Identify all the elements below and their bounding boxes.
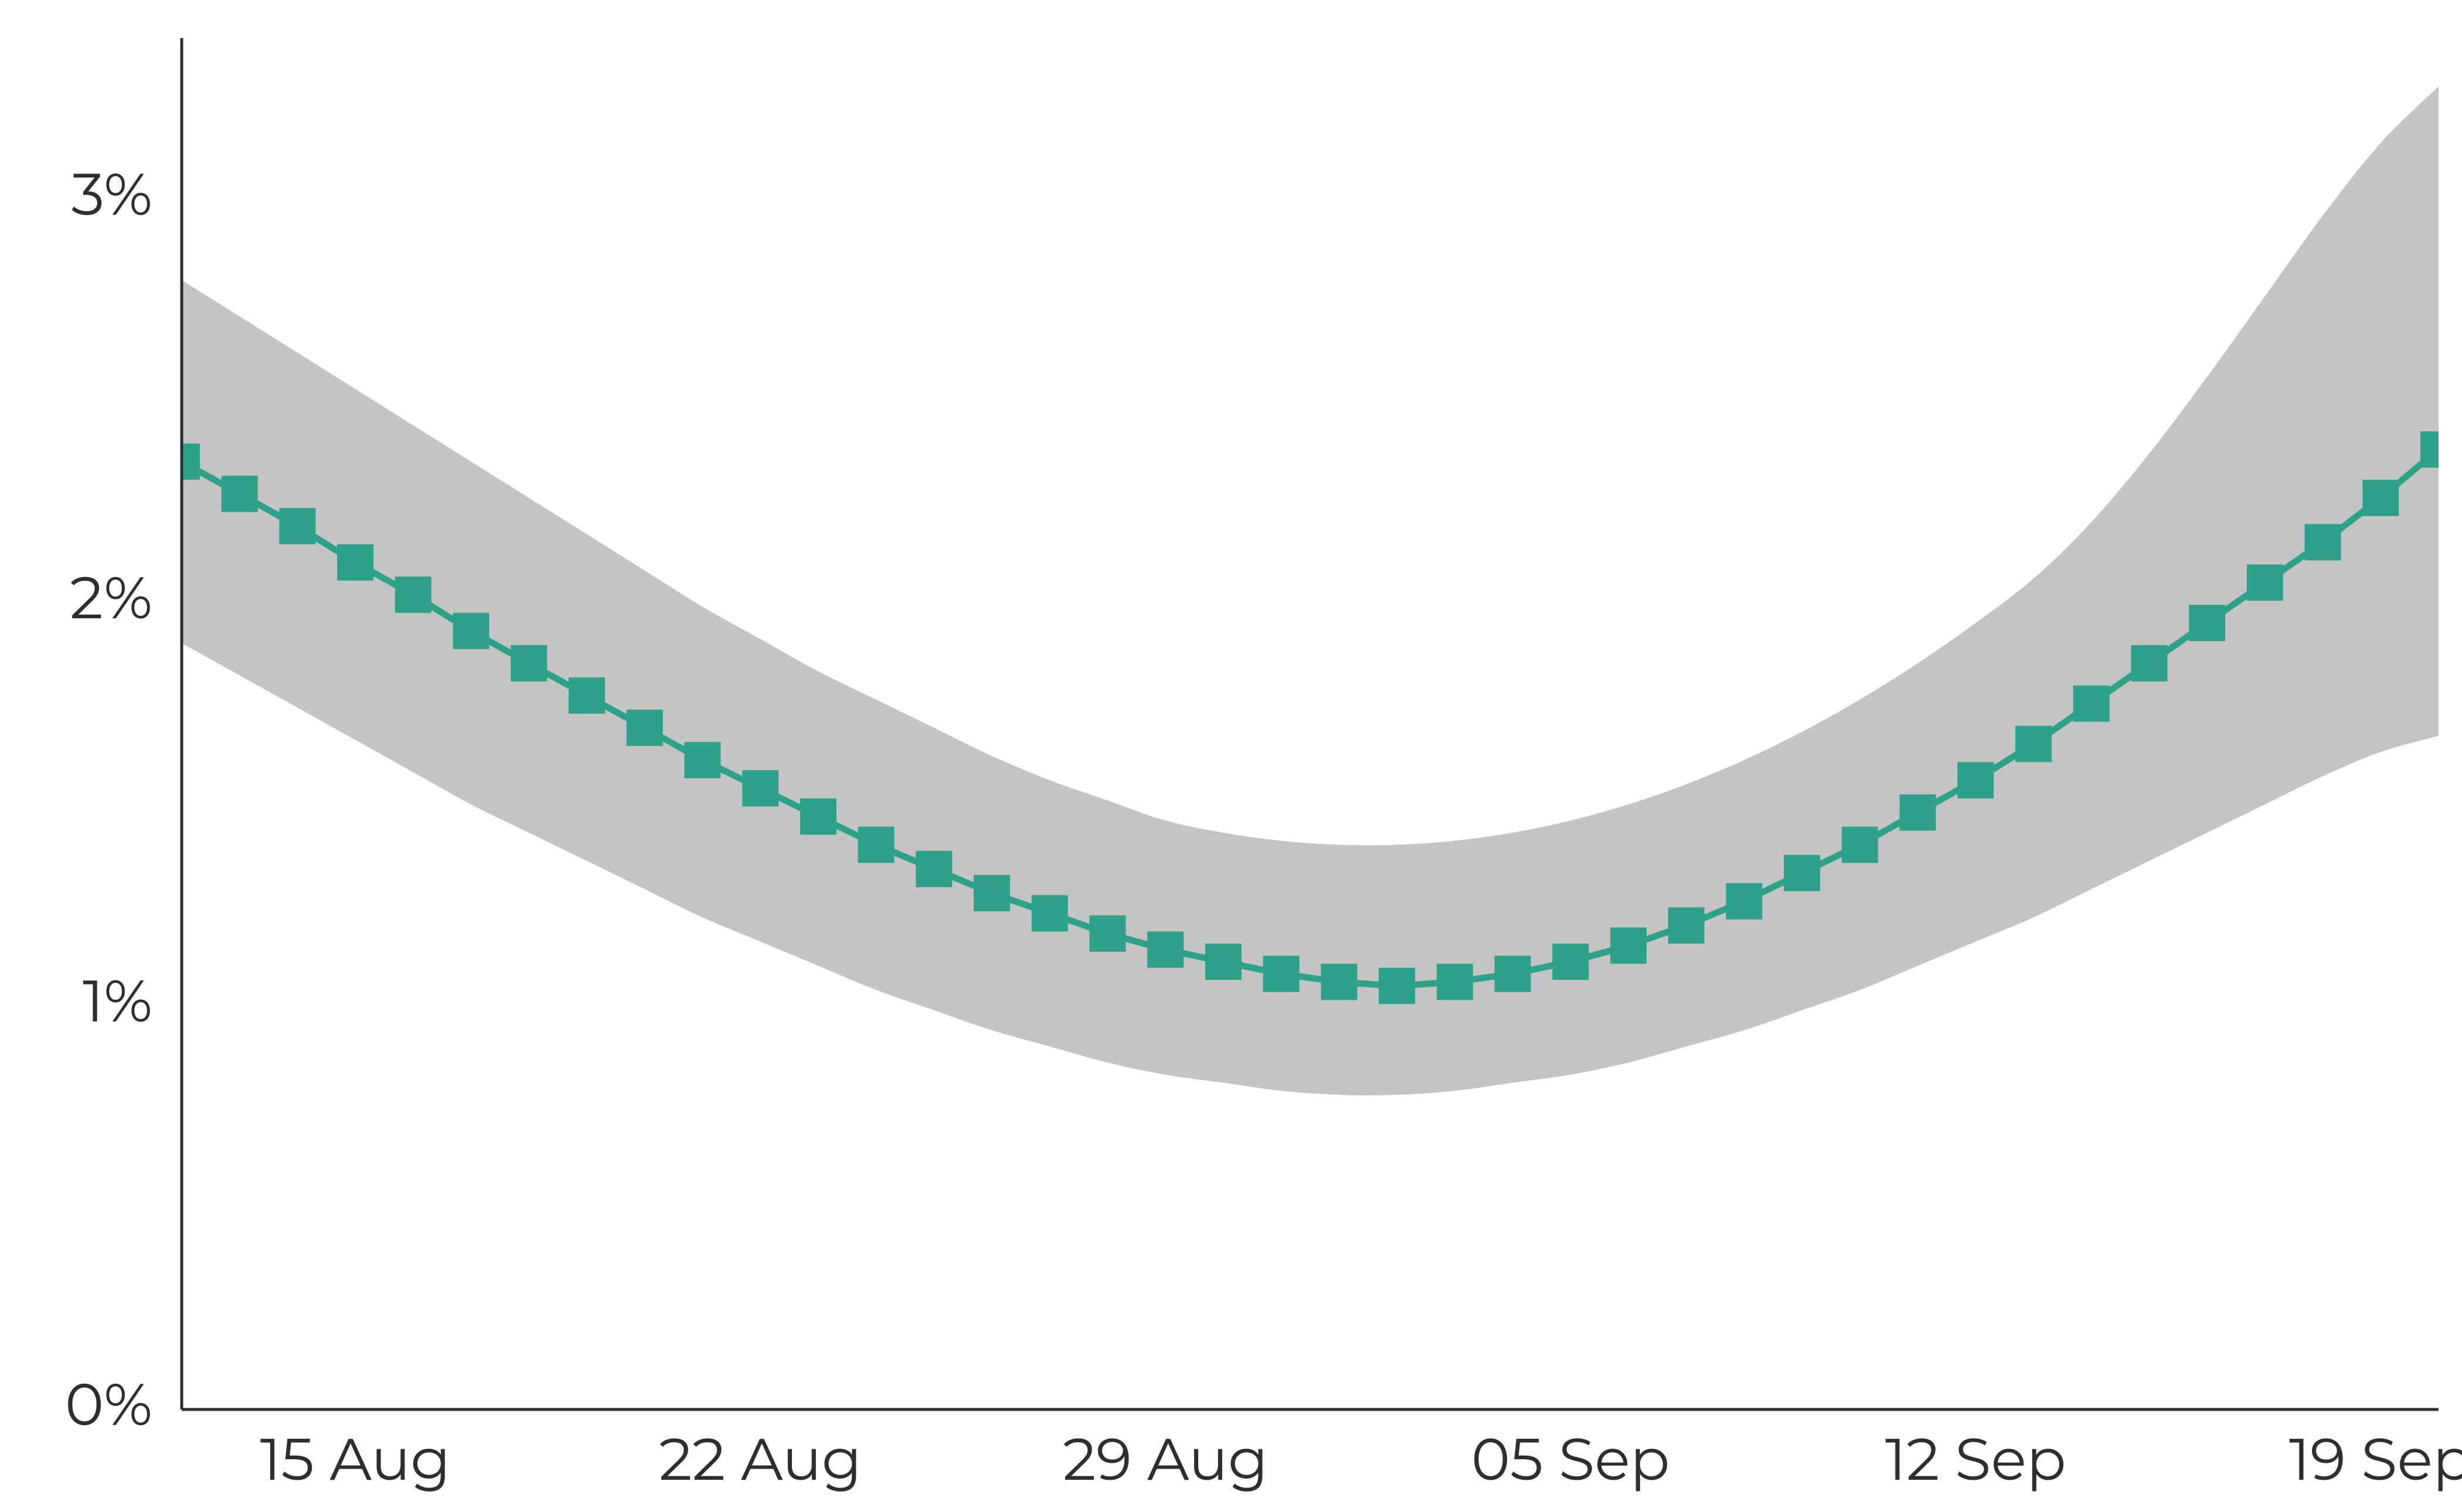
series-marker (1726, 883, 1762, 920)
series-marker (974, 875, 1010, 911)
series-marker (1379, 968, 1415, 1004)
x-tick-label: 05 Sep (1471, 1424, 1670, 1495)
series-marker (1147, 931, 1184, 968)
series-marker (858, 826, 895, 863)
x-tick-label: 22 Aug (659, 1424, 862, 1495)
series-marker (1552, 944, 1589, 980)
series-marker (1321, 963, 1357, 1000)
series-marker (511, 645, 547, 682)
series-marker (2189, 605, 2225, 641)
series-marker (2305, 524, 2341, 560)
series-marker (279, 508, 315, 544)
series-marker (2015, 726, 2052, 762)
series-marker (1089, 915, 1125, 952)
x-tick-label: 19 Sep (2289, 1424, 2462, 1495)
y-tick-label: 0% (65, 1368, 152, 1440)
series-marker (1437, 963, 1473, 1000)
series-marker (395, 577, 431, 613)
series-marker (453, 613, 489, 649)
series-marker (337, 544, 373, 581)
series-marker (1610, 928, 1647, 964)
y-tick-label: 3% (72, 159, 152, 230)
series-marker (627, 710, 663, 746)
series-marker (222, 476, 258, 512)
series-marker (2362, 480, 2399, 516)
x-tick-label: 29 Aug (1063, 1424, 1268, 1495)
x-tick-label: 12 Sep (1885, 1424, 2066, 1495)
series-marker (2073, 686, 2110, 722)
series-marker (1957, 762, 1994, 798)
series-marker (800, 798, 836, 835)
x-tick-label: 15 Aug (260, 1424, 450, 1495)
confidence-band-line-chart: 0% 1% 2% 3% 15 Aug 22 Aug 29 Aug 05 Sep 12 Sep 19… (0, 0, 2462, 1512)
series-marker (1495, 956, 1531, 992)
y-tick-label: 1% (83, 965, 152, 1037)
series-marker (684, 742, 720, 778)
chart-container: 0% 1% 2% 3% 15 Aug 22 Aug 29 Aug 05 Sep 12 Sep 19… (0, 0, 2462, 1512)
series-marker (1900, 794, 1936, 830)
series-marker (1784, 855, 1820, 891)
series-marker (1032, 895, 1068, 931)
series-marker (2131, 645, 2167, 682)
series-marker (1205, 944, 1242, 980)
series-marker (569, 677, 605, 714)
series-marker (1668, 907, 1705, 944)
series-marker (916, 851, 952, 887)
series-marker (1263, 956, 1300, 992)
y-tick-label: 2% (70, 562, 152, 634)
series-marker (742, 770, 778, 806)
series-marker (2247, 564, 2283, 601)
series-marker (1842, 826, 1878, 863)
